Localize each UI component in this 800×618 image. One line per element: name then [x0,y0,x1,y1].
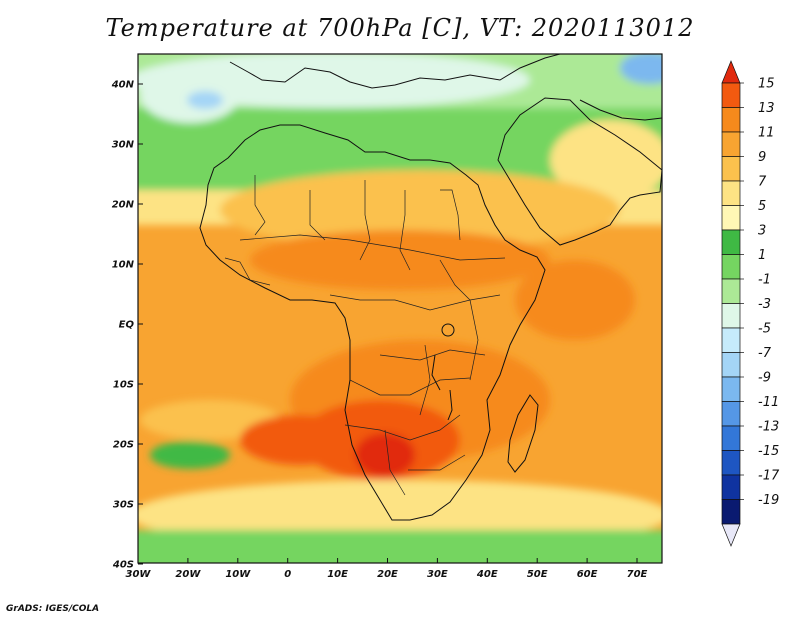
colorbar-swatch [721,82,741,108]
lat-label: 40N [111,80,135,91]
coastlines [199,54,662,521]
field-south-green-blob [150,441,230,469]
colorbar-swatch [721,180,741,206]
colorbar-swatch [721,205,741,231]
field-arabia-pale [550,120,662,200]
lat-label: 10S [113,380,134,391]
colorbar-top-arrow [721,60,741,84]
colorbar-label: -19 [758,493,779,508]
colorbar-swatch [721,278,741,304]
lon-label: 10E [327,569,348,580]
madagascar-coastline [507,394,539,473]
colorbar-swatch [721,499,741,525]
colorbar-label: -9 [758,371,771,386]
colorbar-label: -15 [758,444,779,459]
colorbar-swatch [721,131,741,157]
colorbar-swatch [721,229,741,255]
lat-label: 20N [112,200,135,211]
lat-label: EQ [119,320,135,331]
field-atlantic-pale-blue [140,67,240,123]
lon-label: 60E [577,569,598,580]
colorbar-swatch [721,401,741,427]
colorbar-swatch [721,303,741,329]
africa-coastline [199,124,546,521]
lat-label: 40S [112,560,134,571]
colorbar-bottom-arrow [721,523,741,547]
field-sahel-orange [250,230,550,290]
colorbar-swatch [721,327,741,353]
lon-label: 50E [527,569,548,580]
colorbar-label: -13 [758,420,779,435]
colorbar-label: 11 [758,126,775,141]
colorbar-swatch [721,254,741,280]
arabian-peninsula [497,97,662,246]
colorbar-label: 1 [758,248,766,263]
map-title: Temperature at 700hPa [C], VT: 202011301… [105,14,695,42]
colorbar-swatch [721,450,741,476]
colorbar-swatch [721,156,741,182]
colorbar: 15 13 11 9 7 5 3 1 -1 -3 -5 -7 -9 -11 -13 -15 -17 -19 [721,60,780,547]
lon-label: 30W [126,569,152,580]
lon-axis: 30W 20W 10W 0 10E 20E 30E 40E 50E 60E 70E [126,558,648,580]
colorbar-swatch [721,425,741,451]
field-ne-blue [620,54,662,84]
field-blue-patch [187,91,223,109]
lon-label: 30E [427,569,448,580]
colorbar-label: -7 [758,346,772,361]
lon-label: 20W [175,569,201,580]
colorbar-swatch [721,474,741,500]
field-east-orange [515,260,635,340]
colorbar-label: 5 [758,199,766,214]
field-sw-moderate [140,400,280,440]
field-west-warm [240,415,360,465]
colorbar-label: 3 [758,224,766,239]
lat-label: 10N [112,260,135,271]
iran-coastline [579,99,662,121]
colorbar-label: 15 [758,77,775,92]
europe-coastline [229,54,561,89]
colorbar-swatch [721,376,741,402]
colorbar-label: -5 [758,322,771,337]
colorbar-label: 9 [758,150,766,165]
colorbar-label: -3 [758,297,771,312]
lat-label: 20S [113,440,134,451]
lon-label: 10W [225,569,251,580]
lat-label: 30N [112,140,135,151]
colorbar-label: 7 [758,175,767,190]
lon-label: 70E [627,569,648,580]
lakes [431,323,455,421]
lat-label: 30S [113,500,134,511]
country-borders [224,175,506,496]
colorbar-swatch [721,352,741,378]
field-sahara-moderate [220,170,620,250]
field-hot-core [355,433,415,477]
colorbar-label: -11 [758,395,779,410]
lon-label: 20E [377,569,398,580]
lon-label: 40E [476,569,498,580]
lon-label: 0 [284,569,291,580]
field-south-green [138,530,662,563]
map-frame [137,53,663,564]
lat-axis: 40N 30N 20N 10N EQ 10S 20S 30S 40S [111,80,143,571]
colorbar-label: 13 [758,101,775,116]
temperature-field [138,54,662,563]
colorbar-label: -17 [758,469,780,484]
colorbar-label: -1 [758,273,771,288]
colorbar-swatch [721,107,741,133]
grads-credit: GrADS: IGES/COLA [6,604,100,614]
